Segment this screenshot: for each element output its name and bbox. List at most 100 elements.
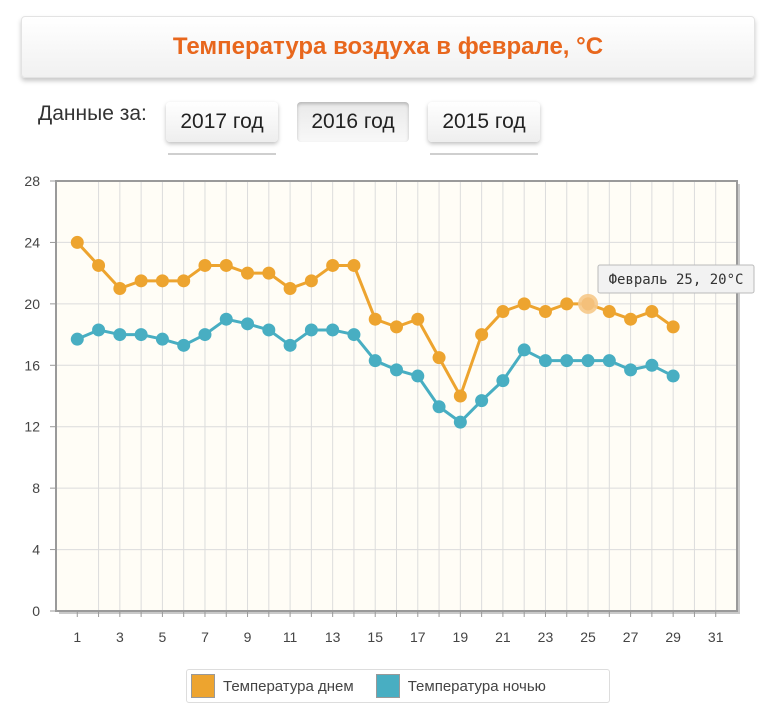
year-button-2016[interactable]: 2016 год — [297, 102, 409, 142]
data-point-night — [496, 374, 510, 388]
data-point-day — [432, 351, 446, 365]
data-point-day — [517, 297, 531, 311]
data-point-day — [155, 274, 169, 288]
data-point-day — [92, 258, 106, 272]
x-tick-label: 7 — [201, 629, 209, 645]
data-point-day — [496, 305, 510, 319]
data-point-night — [134, 328, 148, 342]
data-point-day — [347, 258, 361, 272]
data-point-day — [304, 274, 318, 288]
data-point-day — [624, 312, 638, 326]
y-tick-label: 16 — [24, 357, 40, 373]
x-tick-label: 11 — [283, 629, 298, 645]
year-button-underline — [168, 153, 276, 155]
data-point-day — [113, 282, 127, 295]
x-tick-label: 19 — [453, 629, 469, 645]
data-point-day — [560, 297, 574, 311]
legend-label-night: Температура ночью — [407, 677, 546, 695]
data-point-night — [475, 394, 489, 408]
data-point-day — [453, 389, 467, 403]
data-point-night — [538, 354, 552, 368]
x-tick-label: 1 — [73, 629, 81, 645]
data-point-day — [134, 274, 148, 288]
data-point-night — [283, 338, 297, 352]
tooltip: Февраль 25, 20°C — [597, 264, 755, 294]
data-point-night — [602, 354, 616, 368]
data-point-night — [113, 328, 127, 342]
data-point-night — [198, 328, 212, 342]
data-point-night — [560, 354, 574, 368]
data-point-night — [70, 332, 84, 346]
data-point-day — [390, 320, 403, 334]
x-tick-label: 15 — [367, 629, 383, 645]
x-tick-label: 9 — [244, 629, 252, 645]
data-point-day — [645, 305, 659, 319]
data-point-day — [326, 258, 340, 272]
x-tick-label: 13 — [325, 629, 341, 645]
data-point-day — [666, 320, 680, 334]
y-tick-label: 4 — [32, 542, 40, 558]
x-tick-label: 5 — [159, 629, 167, 645]
x-tick-label: 23 — [538, 629, 554, 645]
y-tick-label: 24 — [24, 234, 40, 250]
year-selector-label: Данные за: — [38, 102, 147, 125]
data-point-day — [602, 305, 616, 319]
data-point-night — [368, 354, 382, 368]
x-tick-label: 17 — [410, 629, 426, 645]
y-tick-label: 20 — [24, 296, 40, 312]
chart-title: Температура воздуха в феврале, °C — [172, 33, 604, 60]
y-tick-label: 0 — [32, 603, 40, 619]
data-point-night — [92, 323, 106, 337]
data-point-day — [368, 312, 382, 326]
highlighted-point-core — [581, 297, 595, 311]
data-point-night — [645, 358, 659, 372]
data-point-night — [262, 323, 276, 337]
data-point-night — [390, 363, 403, 377]
data-point-day — [241, 266, 255, 280]
year-button-2015[interactable]: 2015 год — [428, 102, 540, 142]
y-tick-label: 28 — [24, 173, 40, 189]
data-point-day — [283, 282, 297, 295]
x-tick-label: 29 — [665, 629, 681, 645]
y-tick-label: 8 — [32, 480, 40, 496]
data-point-night — [453, 415, 467, 429]
data-point-night — [411, 369, 425, 383]
data-point-night — [432, 400, 446, 414]
data-point-day — [70, 235, 84, 249]
data-point-night — [177, 338, 191, 352]
legend-label-day: Температура днем — [223, 677, 354, 695]
data-point-night — [155, 332, 169, 346]
data-point-day — [538, 305, 552, 319]
data-point-night — [347, 328, 361, 342]
year-button-2017[interactable]: 2017 год — [166, 102, 278, 142]
data-point-night — [326, 323, 340, 337]
x-tick-label: 25 — [580, 629, 596, 645]
data-point-night — [241, 317, 255, 331]
legend-item-day[interactable]: Температура днем — [191, 674, 354, 698]
data-point-night — [624, 363, 638, 377]
data-point-night — [304, 323, 318, 337]
data-point-night — [666, 369, 680, 383]
data-point-day — [177, 274, 191, 288]
chart-legend: Температура днем Температура ночью — [186, 669, 610, 703]
tooltip-box — [597, 264, 755, 294]
x-tick-label: 21 — [495, 629, 511, 645]
chart-title-bar: Температура воздуха в феврале, °C — [21, 16, 755, 78]
data-point-night — [517, 343, 531, 357]
legend-swatch-day — [191, 674, 215, 698]
y-tick-label: 12 — [24, 419, 40, 435]
data-point-day — [475, 328, 489, 342]
data-point-day — [198, 258, 212, 272]
data-point-day — [262, 266, 276, 280]
legend-item-night[interactable]: Температура ночью — [375, 674, 546, 698]
tooltip-text: Февраль 25, 20°C — [609, 272, 744, 288]
x-tick-label: 3 — [116, 629, 124, 645]
x-tick-label: 27 — [623, 629, 639, 645]
x-tick-label: 31 — [708, 629, 724, 645]
data-point-day — [411, 312, 425, 326]
data-point-night — [581, 354, 595, 368]
data-point-night — [219, 312, 233, 326]
data-point-day — [219, 258, 233, 272]
year-button-underline — [430, 153, 538, 155]
